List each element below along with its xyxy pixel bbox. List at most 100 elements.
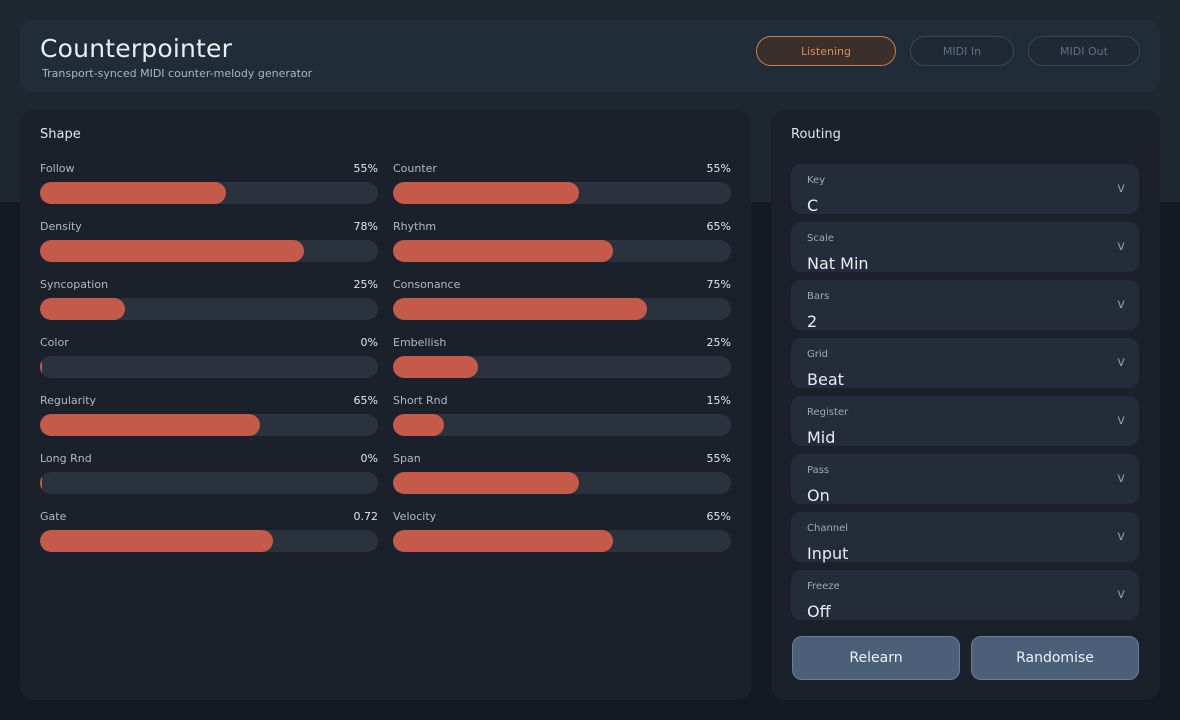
slider-gate[interactable]: Gate 0.72 [40, 510, 378, 554]
slider-label: Color [40, 336, 69, 349]
slider-value: 55% [706, 162, 731, 175]
slider-track[interactable] [40, 182, 378, 204]
slider-track[interactable] [40, 356, 378, 378]
slider-span[interactable]: Span 55% [393, 452, 731, 496]
select-value: Input [807, 544, 849, 563]
slider-track[interactable] [393, 240, 731, 262]
slider-value: 65% [706, 510, 731, 523]
grid-select[interactable]: Grid Beat v [791, 338, 1139, 389]
slider-long-rnd[interactable]: Long Rnd 0% [40, 452, 378, 496]
shape-panel: Shape Follow 55% Counter 55% Density 78%… [20, 110, 751, 700]
key-select[interactable]: Key C v [791, 164, 1139, 215]
chevron-down-icon: v [1117, 239, 1125, 254]
slider-fill [393, 530, 613, 552]
slider-value: 55% [353, 162, 378, 175]
slider-value: 65% [353, 394, 378, 407]
bars-select[interactable]: Bars 2 v [791, 280, 1139, 331]
slider-label: Embellish [393, 336, 447, 349]
slider-density[interactable]: Density 78% [40, 220, 378, 264]
slider-rhythm[interactable]: Rhythm 65% [393, 220, 731, 264]
slider-value: 25% [706, 336, 731, 349]
slider-track[interactable] [393, 530, 731, 552]
chevron-down-icon: v [1117, 355, 1125, 370]
select-label: Bars [807, 291, 830, 302]
routing-panel: Routing Key C v Scale Nat Min v Bars 2 v… [771, 110, 1160, 700]
select-value: C [807, 196, 819, 215]
slider-value: 65% [706, 220, 731, 233]
slider-fill [40, 530, 274, 552]
slider-consonance[interactable]: Consonance 75% [393, 278, 731, 322]
slider-track[interactable] [393, 414, 731, 436]
midi-in-pill[interactable]: MIDI In [910, 36, 1014, 66]
randomise-button[interactable]: Randomise [971, 636, 1139, 680]
slider-fill [393, 414, 444, 436]
register-select[interactable]: Register Mid v [791, 396, 1139, 447]
scale-select[interactable]: Scale Nat Min v [791, 222, 1139, 273]
chevron-down-icon: v [1117, 587, 1125, 602]
slider-track[interactable] [393, 182, 731, 204]
slider-fill [393, 356, 478, 378]
slider-label: Follow [40, 162, 75, 175]
relearn-button[interactable]: Relearn [792, 636, 960, 680]
slider-fill [393, 182, 579, 204]
slider-value: 0% [360, 336, 378, 349]
slider-track[interactable] [40, 298, 378, 320]
chevron-down-icon: v [1117, 181, 1125, 196]
slider-color[interactable]: Color 0% [40, 336, 378, 380]
select-label: Key [807, 175, 826, 186]
slider-fill [40, 182, 226, 204]
slider-fill [393, 298, 647, 320]
slider-track[interactable] [393, 472, 731, 494]
slider-track[interactable] [393, 356, 731, 378]
freeze-select[interactable]: Freeze Off v [791, 570, 1139, 621]
chevron-down-icon: v [1117, 529, 1125, 544]
select-label: Scale [807, 233, 834, 244]
slider-track[interactable] [40, 414, 378, 436]
slider-label: Velocity [393, 510, 437, 523]
select-label: Freeze [807, 581, 840, 592]
pass-select[interactable]: Pass On v [791, 454, 1139, 505]
slider-value: 0.72 [353, 510, 379, 523]
select-value: Beat [807, 370, 844, 389]
chevron-down-icon: v [1117, 471, 1125, 486]
routing-panel-title: Routing [791, 127, 841, 142]
slider-value: 15% [706, 394, 731, 407]
slider-syncopation[interactable]: Syncopation 25% [40, 278, 378, 322]
select-value: Nat Min [807, 254, 869, 273]
slider-regularity[interactable]: Regularity 65% [40, 394, 378, 438]
select-label: Grid [807, 349, 828, 360]
slider-value: 0% [360, 452, 378, 465]
slider-track[interactable] [393, 298, 731, 320]
slider-fill [40, 414, 260, 436]
slider-fill [393, 240, 613, 262]
slider-label: Gate [40, 510, 67, 523]
slider-short-rnd[interactable]: Short Rnd 15% [393, 394, 731, 438]
slider-follow[interactable]: Follow 55% [40, 162, 378, 206]
select-label: Pass [807, 465, 830, 476]
chevron-down-icon: v [1117, 297, 1125, 312]
slider-fill [40, 472, 42, 494]
slider-track[interactable] [40, 240, 378, 262]
channel-select[interactable]: Channel Input v [791, 512, 1139, 563]
slider-label: Counter [393, 162, 437, 175]
slider-label: Regularity [40, 394, 97, 407]
slider-track[interactable] [40, 472, 378, 494]
listening-status-pill[interactable]: Listening [756, 36, 896, 66]
select-value: 2 [807, 312, 818, 331]
app-title: Counterpointer [40, 34, 233, 63]
select-value: On [807, 486, 830, 505]
slider-embellish[interactable]: Embellish 25% [393, 336, 731, 380]
slider-value: 55% [706, 452, 731, 465]
slider-value: 25% [353, 278, 378, 291]
slider-velocity[interactable]: Velocity 65% [393, 510, 731, 554]
midi-out-pill[interactable]: MIDI Out [1028, 36, 1140, 66]
header-bar: Counterpointer Transport-synced MIDI cou… [20, 20, 1160, 92]
slider-fill [393, 472, 579, 494]
slider-fill [40, 298, 125, 320]
slider-label: Density [40, 220, 82, 233]
slider-track[interactable] [40, 530, 378, 552]
slider-value: 78% [353, 220, 378, 233]
slider-counter[interactable]: Counter 55% [393, 162, 731, 206]
slider-value: 75% [706, 278, 731, 291]
slider-label: Span [393, 452, 421, 465]
